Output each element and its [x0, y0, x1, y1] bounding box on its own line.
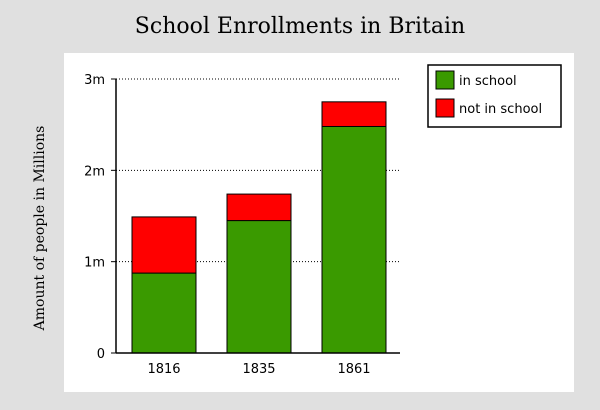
y-tick-label-3: 3m: [84, 73, 105, 88]
y-tick-label-0: 0: [97, 347, 105, 362]
bar-1835-in-school: [226, 220, 292, 354]
axes: [111, 78, 400, 354]
tick-labels: 0 1m 2m 3m 1816 1835 1861: [84, 73, 370, 377]
bars: [131, 101, 387, 354]
bar-1816-not-in-school: [131, 216, 197, 274]
legend-label-in-school: in school: [459, 74, 517, 89]
bar-1816-in-school: [131, 272, 197, 354]
y-tick-label-2: 2m: [84, 164, 105, 179]
legend-swatch-in-school: [435, 70, 455, 90]
legend-swatch-not-in-school: [435, 98, 455, 118]
x-tick-label-1861: 1861: [337, 362, 370, 377]
x-tick-label-1816: 1816: [147, 362, 180, 377]
x-tick-label-1835: 1835: [242, 362, 275, 377]
y-tick-label-1: 1m: [84, 256, 105, 271]
chart-title: School Enrollments in Britain: [134, 14, 466, 39]
legend: in school not in school: [427, 64, 562, 128]
bar-1861-in-school: [321, 125, 387, 354]
bar-1835-not-in-school: [226, 193, 292, 222]
bar-1861-not-in-school: [321, 101, 387, 127]
legend-label-not-in-school: not in school: [459, 102, 542, 117]
